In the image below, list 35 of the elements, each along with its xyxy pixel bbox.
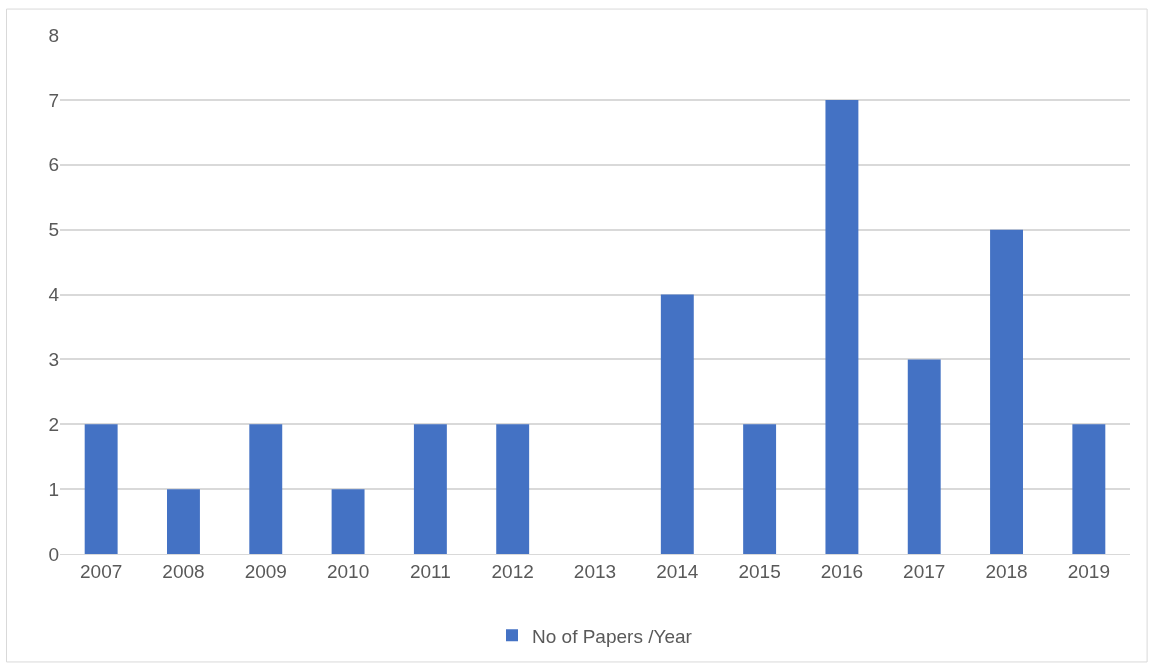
y-tick-label: 1 bbox=[48, 478, 59, 500]
y-tick-label: 6 bbox=[48, 154, 59, 176]
bar bbox=[84, 424, 118, 554]
x-tick-label: 2016 bbox=[820, 560, 864, 582]
x-tick-label: 2018 bbox=[985, 560, 1028, 582]
y-tick-label: 4 bbox=[48, 284, 60, 306]
x-tick-label: 2012 bbox=[491, 560, 534, 582]
legend-label: No of Papers /Year bbox=[532, 625, 693, 647]
y-tick-label: 7 bbox=[48, 89, 59, 111]
x-tick-label: 2009 bbox=[244, 560, 287, 582]
x-tick-label: 2019 bbox=[1067, 560, 1110, 582]
y-tick-label: 0 bbox=[48, 543, 59, 565]
bar bbox=[167, 489, 200, 554]
bar bbox=[496, 424, 530, 554]
bar bbox=[1072, 424, 1106, 554]
bar bbox=[331, 489, 365, 554]
x-tick-label: 2013 bbox=[573, 560, 617, 582]
x-tick-label: 2017 bbox=[903, 560, 946, 582]
bar bbox=[413, 424, 447, 554]
y-tick-label: 8 bbox=[48, 24, 59, 46]
x-tick-label: 2008 bbox=[162, 560, 205, 582]
x-tick-label: 2014 bbox=[656, 560, 699, 582]
y-tick-label: 5 bbox=[48, 219, 59, 241]
x-tick-label: 2007 bbox=[80, 560, 123, 582]
x-tick-label: 2015 bbox=[738, 560, 781, 582]
bar bbox=[825, 99, 859, 554]
bar bbox=[249, 424, 283, 554]
bar bbox=[907, 359, 941, 554]
x-tick-label: 2010 bbox=[326, 560, 370, 582]
bar bbox=[990, 229, 1023, 554]
y-tick-label: 2 bbox=[48, 413, 59, 435]
bar bbox=[660, 294, 694, 554]
bar bbox=[743, 424, 777, 554]
y-tick-label: 3 bbox=[48, 349, 59, 371]
x-tick-label: 2011 bbox=[409, 560, 451, 582]
